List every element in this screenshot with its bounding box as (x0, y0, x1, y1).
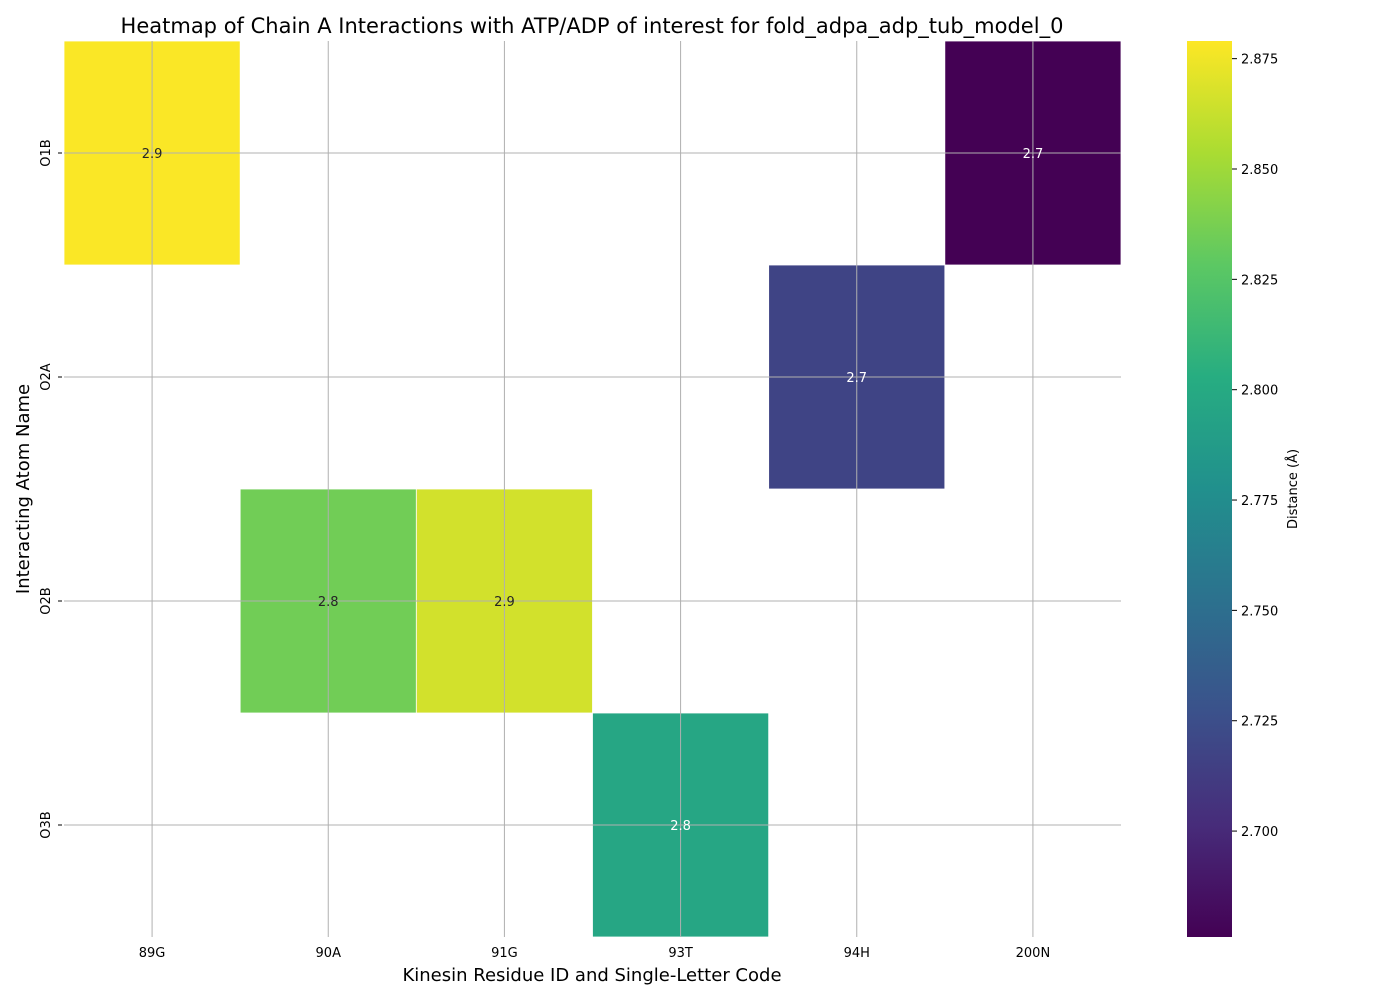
y-tick-label: O2B (39, 587, 54, 614)
cell-labels: 2.9 2.7 2.7 2.8 2.9 2.8 (142, 147, 1044, 834)
x-axis-ticks: 89G 90A 91G 93T 94H 200N (139, 946, 1050, 961)
colorbar-tick-label: 2.825 (1241, 273, 1278, 288)
y-axis-ticks: O1B O2A O2B O3B (39, 139, 62, 839)
x-tick-label: 200N (1016, 946, 1051, 961)
cell-value-label: 2.8 (318, 595, 339, 610)
y-axis-label: Interacting Atom Name (13, 384, 34, 594)
colorbar-tick-label: 2.700 (1241, 825, 1278, 840)
x-tick-label: 93T (668, 946, 693, 961)
cell-value-label: 2.9 (142, 147, 163, 162)
colorbar-tick-label: 2.800 (1241, 384, 1278, 399)
colorbar-gradient (1187, 41, 1232, 937)
cell-value-label: 2.7 (1023, 147, 1044, 162)
colorbar-tick-label: 2.875 (1241, 53, 1278, 68)
colorbar-label: Distance (Å) (1285, 449, 1301, 529)
x-tick-label: 89G (139, 946, 166, 961)
heatmap-cells (63, 40, 1122, 938)
cell-value-label: 2.8 (670, 819, 691, 834)
x-axis-label: Kinesin Residue ID and Single-Letter Cod… (402, 965, 781, 986)
colorbar-ticks: 2.700 2.725 2.750 2.775 2.800 2.825 2.850 2.875 (1232, 53, 1278, 840)
colorbar-tick-label: 2.775 (1241, 494, 1278, 509)
colorbar-tick-label: 2.725 (1241, 715, 1278, 730)
grid-lines (64, 41, 1121, 937)
chart-title: Heatmap of Chain A Interactions with ATP… (121, 14, 1064, 39)
cell-value-label: 2.9 (494, 595, 515, 610)
x-tick-label: 94H (844, 946, 870, 961)
y-tick-label: O3B (39, 811, 54, 838)
colorbar-tick-label: 2.850 (1241, 163, 1278, 178)
x-tick-label: 91G (491, 946, 518, 961)
x-tick-label: 90A (316, 946, 342, 961)
y-tick-label: O2A (39, 363, 54, 391)
cell-value-label: 2.7 (846, 371, 867, 386)
y-tick-label: O1B (39, 139, 54, 166)
colorbar-tick-label: 2.750 (1241, 604, 1278, 619)
colorbar: 2.700 2.725 2.750 2.775 2.800 2.825 2.850 2.875… (1187, 41, 1301, 937)
